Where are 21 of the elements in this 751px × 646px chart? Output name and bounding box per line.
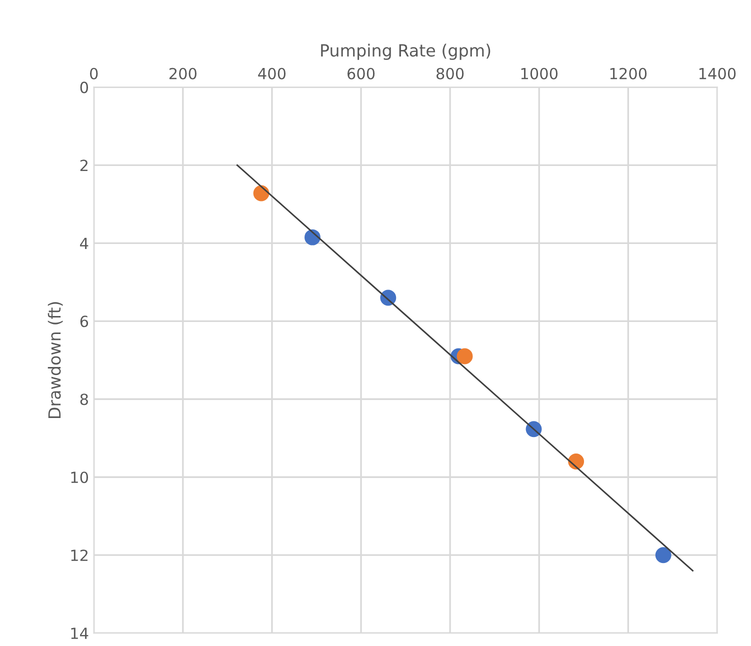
y-tick-label: 4 (80, 238, 88, 249)
y-tick-label: 2 (80, 160, 88, 171)
x-tick-label: 1200 (610, 68, 647, 80)
y-tick-label: 12 (71, 550, 88, 561)
point (253, 185, 270, 202)
y-tick-label: 8 (80, 394, 88, 406)
y-tick-label: 6 (80, 316, 88, 328)
x-tick-label: 1400 (699, 68, 736, 80)
y-tick-label: 0 (80, 82, 88, 94)
x-tick-label: 1000 (521, 68, 558, 80)
point (456, 348, 473, 364)
x-tick-label: 600 (348, 68, 375, 80)
y-tick-label: 10 (71, 472, 88, 484)
x-axis-title: Pumping Rate (gpm) (321, 44, 490, 60)
x-tick-label: 800 (436, 68, 464, 80)
y-tick-label: 14 (71, 628, 88, 639)
point (655, 547, 672, 564)
y-axis-title: Drawdown (ft) (48, 302, 63, 418)
x-tick-label: 0 (90, 68, 98, 80)
x-tick-label: 200 (169, 68, 196, 80)
x-tick-label: 400 (258, 68, 286, 80)
